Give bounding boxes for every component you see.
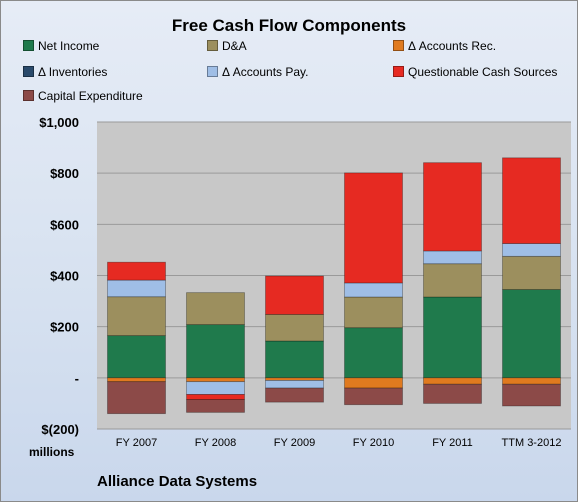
bar-segment <box>502 383 561 407</box>
bar-segment <box>107 377 166 383</box>
x-tick-label: FY 2008 <box>195 437 236 449</box>
legend: Net Income D&A Δ Accounts Rec. Δ Invento… <box>1 1 577 111</box>
legend-swatch <box>393 40 404 51</box>
y-tick-label: $400 <box>50 269 79 284</box>
legend-swatch <box>23 66 34 77</box>
bar-segment <box>423 377 482 385</box>
legend-label: Capital Expenditure <box>38 89 143 103</box>
bar-segment <box>107 261 166 281</box>
legend-item-questionable-cash: Questionable Cash Sources <box>393 65 557 79</box>
bar-segment <box>502 289 561 379</box>
legend-item-capex: Capital Expenditure <box>23 89 143 103</box>
bar-segment <box>265 387 324 403</box>
bar-segment <box>107 279 166 298</box>
y-tick-label: $800 <box>50 166 79 181</box>
bar-segment <box>107 335 166 379</box>
bar-segment <box>423 250 482 265</box>
legend-item-accounts-pay: Δ Accounts Pay. <box>207 65 309 79</box>
bar-segment <box>344 377 403 389</box>
bar-segment <box>344 387 403 406</box>
bar-segment <box>265 275 324 315</box>
bar-segment <box>344 327 403 379</box>
bar-segment <box>186 377 245 383</box>
bar-segment <box>186 381 245 395</box>
legend-label: Δ Accounts Rec. <box>408 39 497 53</box>
y-tick-label: - <box>75 371 79 386</box>
legend-swatch <box>393 66 404 77</box>
bar-segment <box>502 243 561 257</box>
bar-segment <box>423 296 482 379</box>
bar-segment <box>344 296 403 329</box>
legend-swatch <box>207 40 218 51</box>
legend-item-accounts-rec: Δ Accounts Rec. <box>393 39 496 53</box>
legend-label: Δ Inventories <box>38 65 108 79</box>
bar-segment <box>186 324 245 379</box>
bar-segment <box>423 383 482 404</box>
legend-label: Net Income <box>38 39 100 53</box>
bar-segment <box>344 172 403 284</box>
legend-swatch <box>207 66 218 77</box>
y-axis-unit-label: millions <box>29 445 75 459</box>
x-tick-label: FY 2010 <box>353 437 394 449</box>
legend-swatch <box>23 90 34 101</box>
bar-segment <box>186 394 245 400</box>
x-tick-label: TTM 3-2012 <box>502 437 562 449</box>
bar-segment <box>265 313 324 342</box>
legend-label: Δ Accounts Pay. <box>222 65 309 79</box>
y-tick-label: $200 <box>50 320 79 335</box>
bar-segment <box>265 379 324 389</box>
legend-item-da: D&A <box>207 39 247 53</box>
bar-segment <box>502 157 561 244</box>
bar-segment <box>186 292 245 326</box>
bar-segment <box>423 162 482 252</box>
bar-segment <box>502 255 561 290</box>
bar-segment <box>107 381 166 415</box>
bar-segment <box>107 296 166 337</box>
y-tick-label: $1,000 <box>39 115 79 130</box>
x-tick-label: FY 2007 <box>116 437 157 449</box>
bar-segment <box>344 282 403 298</box>
bar-segment <box>265 340 324 379</box>
legend-label: Questionable Cash Sources <box>408 65 558 79</box>
y-tick-label: $(200) <box>41 422 79 437</box>
legend-item-inventories: Δ Inventories <box>23 65 107 79</box>
chart-title: Free Cash Flow Components <box>171 16 407 35</box>
x-tick-label: FY 2009 <box>274 437 315 449</box>
bar-segment <box>186 399 245 413</box>
company-name: Alliance Data Systems <box>97 473 258 490</box>
legend-swatch <box>23 40 34 51</box>
legend-label: D&A <box>222 39 247 53</box>
bar-segment <box>502 377 561 385</box>
y-tick-label: $600 <box>50 217 79 232</box>
x-tick-label: FY 2011 <box>432 437 473 449</box>
legend-item-net-income: Net Income <box>23 39 99 53</box>
bar-segment <box>423 263 482 298</box>
